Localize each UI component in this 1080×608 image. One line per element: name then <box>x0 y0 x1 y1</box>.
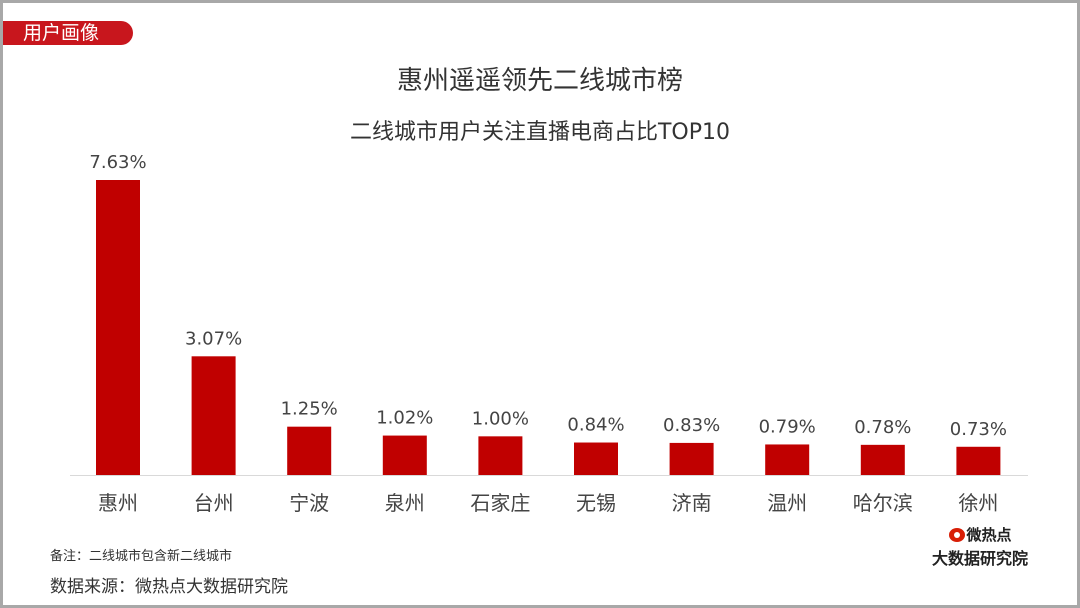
bar <box>860 444 905 475</box>
category-label: 温州 <box>767 491 807 515</box>
category-label: 惠州 <box>98 491 138 515</box>
chart-subtitle: 二线城市用户关注直播电商占比TOP10 <box>349 120 731 145</box>
logo: 微热点 大数据研究院 <box>932 524 1028 569</box>
data-label: 7.63% <box>89 152 146 173</box>
bar <box>574 442 618 475</box>
category-label: 哈尔滨 <box>853 491 913 515</box>
bar <box>669 442 714 475</box>
logo-line1: 微热点 <box>966 526 1012 544</box>
footnote: 备注：二线城市包含新二线城市 <box>50 549 233 564</box>
data-label: 0.78% <box>854 417 911 438</box>
bar <box>191 356 236 475</box>
weibo-eye-icon <box>948 528 965 542</box>
data-label: 1.00% <box>472 408 529 429</box>
data-label: 0.83% <box>663 415 720 436</box>
category-label: 宁波 <box>289 491 329 515</box>
bar <box>765 444 810 475</box>
category-label: 无锡 <box>576 491 616 515</box>
chart-title: 惠州遥遥领先二线城市榜 <box>396 66 683 96</box>
data-label: 1.02% <box>376 408 433 429</box>
data-label: 1.25% <box>281 399 338 420</box>
category-label: 泉州 <box>385 491 425 515</box>
bar <box>96 180 140 475</box>
bar <box>956 446 1001 475</box>
logo-line2: 大数据研究院 <box>932 549 1029 568</box>
category-label: 石家庄 <box>470 491 530 515</box>
source-note: 数据来源：微热点大数据研究院 <box>50 577 288 597</box>
bar <box>382 435 427 475</box>
data-label: 0.84% <box>567 415 624 436</box>
category-label: 徐州 <box>958 491 998 515</box>
category-label: 济南 <box>672 491 712 515</box>
data-label: 0.73% <box>950 419 1007 440</box>
data-label: 3.07% <box>185 328 242 349</box>
data-label: 0.79% <box>759 416 816 437</box>
bar <box>287 426 332 475</box>
bar <box>478 436 523 475</box>
section-tag: 用户画像 <box>3 21 133 45</box>
category-label: 台州 <box>194 491 234 515</box>
